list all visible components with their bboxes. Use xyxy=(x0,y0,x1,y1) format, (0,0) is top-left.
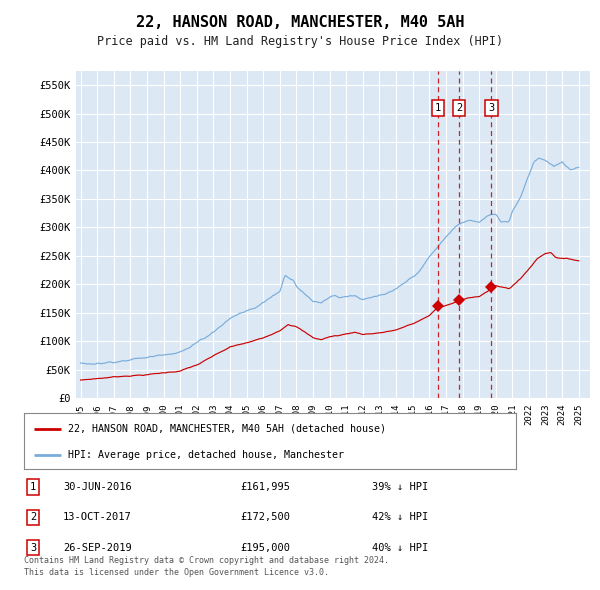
Text: HPI: Average price, detached house, Manchester: HPI: Average price, detached house, Manc… xyxy=(68,450,344,460)
Text: 2: 2 xyxy=(456,103,462,113)
Text: 39% ↓ HPI: 39% ↓ HPI xyxy=(372,482,428,491)
Text: 22, HANSON ROAD, MANCHESTER, M40 5AH: 22, HANSON ROAD, MANCHESTER, M40 5AH xyxy=(136,15,464,30)
Text: 2: 2 xyxy=(30,513,36,522)
Text: Price paid vs. HM Land Registry's House Price Index (HPI): Price paid vs. HM Land Registry's House … xyxy=(97,35,503,48)
Text: Contains HM Land Registry data © Crown copyright and database right 2024.
This d: Contains HM Land Registry data © Crown c… xyxy=(24,556,389,577)
Text: £172,500: £172,500 xyxy=(240,513,290,522)
Text: 1: 1 xyxy=(434,103,440,113)
Text: 1: 1 xyxy=(30,482,36,491)
Text: £195,000: £195,000 xyxy=(240,543,290,552)
Text: £161,995: £161,995 xyxy=(240,482,290,491)
Text: 3: 3 xyxy=(488,103,494,113)
Text: 30-JUN-2016: 30-JUN-2016 xyxy=(63,482,132,491)
Text: 13-OCT-2017: 13-OCT-2017 xyxy=(63,513,132,522)
Text: 40% ↓ HPI: 40% ↓ HPI xyxy=(372,543,428,552)
Text: 42% ↓ HPI: 42% ↓ HPI xyxy=(372,513,428,522)
Text: 26-SEP-2019: 26-SEP-2019 xyxy=(63,543,132,552)
Text: 3: 3 xyxy=(30,543,36,552)
Text: 22, HANSON ROAD, MANCHESTER, M40 5AH (detached house): 22, HANSON ROAD, MANCHESTER, M40 5AH (de… xyxy=(68,424,386,434)
